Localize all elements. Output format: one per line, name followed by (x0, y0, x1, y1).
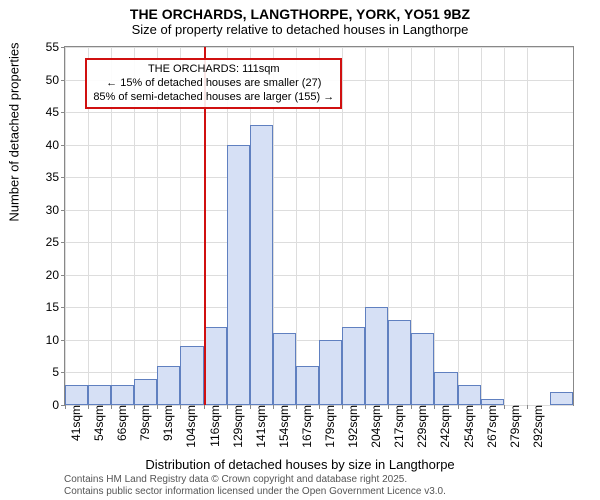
y-axis-label: Number of detached properties (7, 42, 22, 221)
histogram-bar (273, 333, 296, 405)
attribution-line2: Contains public sector information licen… (64, 486, 446, 498)
histogram-bar (319, 340, 342, 405)
y-tick-label: 35 (46, 170, 65, 184)
x-tick-label: 292sqm (527, 405, 545, 448)
x-tick-label: 267sqm (481, 405, 499, 448)
x-tick-label: 104sqm (180, 405, 198, 448)
x-tick-label: 229sqm (411, 405, 429, 448)
histogram-bar (134, 379, 157, 405)
histogram-bar (157, 366, 180, 405)
histogram-bar (550, 392, 573, 405)
y-tick-label: 50 (46, 73, 65, 87)
x-tick-label: 279sqm (504, 405, 522, 448)
x-tick-label: 141sqm (250, 405, 268, 448)
y-tick-label: 0 (52, 398, 65, 412)
attribution-line1: Contains HM Land Registry data © Crown c… (64, 474, 446, 486)
histogram-bar (365, 307, 388, 405)
x-tick-label: 179sqm (319, 405, 337, 448)
annotation-line: 85% of semi-detached houses are larger (… (93, 90, 334, 104)
histogram-bar (342, 327, 365, 405)
chart-subtitle: Size of property relative to detached ho… (0, 22, 600, 41)
chart-container: THE ORCHARDS, LANGTHORPE, YORK, YO51 9BZ… (0, 0, 600, 500)
annotation-box: THE ORCHARDS: 111sqm← 15% of detached ho… (85, 58, 342, 109)
gridline-v (434, 47, 435, 405)
histogram-bar (250, 125, 273, 405)
x-tick-label: 192sqm (342, 405, 360, 448)
gridline-v (458, 47, 459, 405)
y-tick-label: 45 (46, 105, 65, 119)
x-tick-label: 79sqm (134, 405, 152, 441)
x-tick-label: 54sqm (88, 405, 106, 441)
x-tick-label: 254sqm (458, 405, 476, 448)
histogram-bar (204, 327, 227, 405)
x-axis-label: Distribution of detached houses by size … (0, 457, 600, 472)
annotation-line: ← 15% of detached houses are smaller (27… (93, 76, 334, 90)
y-tick-label: 5 (52, 365, 65, 379)
annotation-line: THE ORCHARDS: 111sqm (93, 62, 334, 76)
x-tick-label: 242sqm (434, 405, 452, 448)
chart-title: THE ORCHARDS, LANGTHORPE, YORK, YO51 9BZ (0, 0, 600, 22)
gridline-v (481, 47, 482, 405)
y-tick-label: 20 (46, 268, 65, 282)
gridline-v (65, 47, 66, 405)
x-tick-label: 154sqm (273, 405, 291, 448)
histogram-bar (65, 385, 88, 405)
x-tick-label: 167sqm (296, 405, 314, 448)
x-tick-label: 204sqm (365, 405, 383, 448)
histogram-bar (88, 385, 111, 405)
histogram-bar (111, 385, 134, 405)
x-tick-label: 217sqm (388, 405, 406, 448)
x-tick-label: 66sqm (111, 405, 129, 441)
histogram-bar (458, 385, 481, 405)
histogram-bar (296, 366, 319, 405)
plot-area: 051015202530354045505541sqm54sqm66sqm79s… (64, 46, 574, 406)
gridline-v (504, 47, 505, 405)
gridline-v (527, 47, 528, 405)
y-tick-label: 40 (46, 138, 65, 152)
y-tick-label: 55 (46, 40, 65, 54)
y-tick-label: 30 (46, 203, 65, 217)
y-tick-label: 10 (46, 333, 65, 347)
histogram-bar (434, 372, 457, 405)
histogram-bar (411, 333, 434, 405)
x-tick-label: 91sqm (157, 405, 175, 441)
y-tick-label: 25 (46, 235, 65, 249)
x-tick-label: 41sqm (65, 405, 83, 441)
x-tick-label: 129sqm (227, 405, 245, 448)
y-tick-label: 15 (46, 300, 65, 314)
attribution: Contains HM Land Registry data © Crown c… (64, 474, 446, 498)
histogram-bar (180, 346, 203, 405)
x-tick-label: 116sqm (204, 405, 222, 447)
histogram-bar (481, 399, 504, 406)
histogram-bar (388, 320, 411, 405)
histogram-bar (227, 145, 250, 405)
